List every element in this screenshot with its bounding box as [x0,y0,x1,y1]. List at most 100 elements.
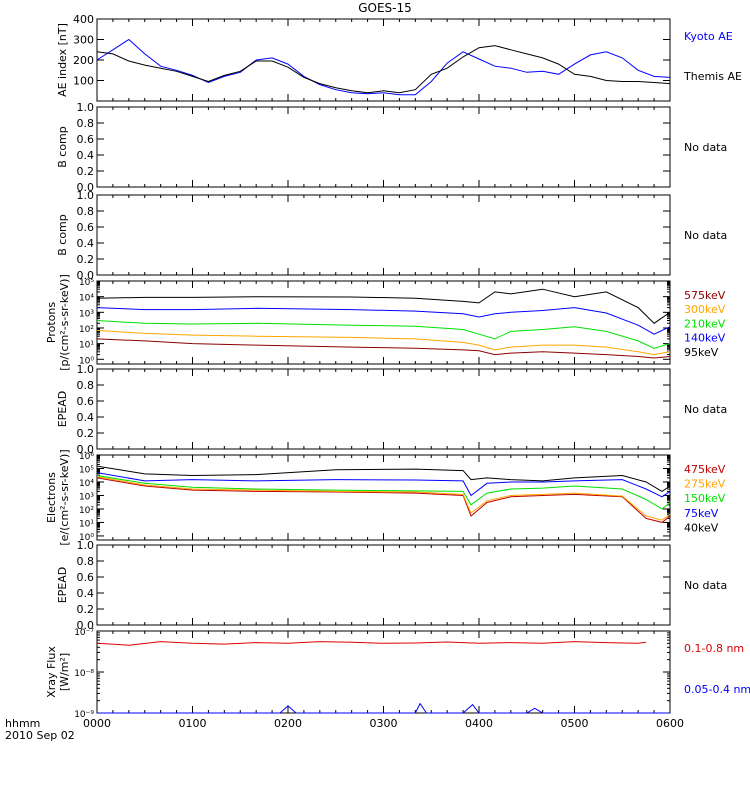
y-tick-label: 10⁴ [79,479,94,489]
legend-label: 75keV [684,507,719,520]
legend-label: 0.1-0.8 nm [684,642,744,655]
series-line-0-1-0-8-nm [96,641,647,646]
y-axis-label: AE index [nT] [56,23,69,97]
y-tick-label: 0.8 [77,117,95,130]
y-axis-label-units: [e/(cm²-s-sr-keV)] [58,449,71,545]
series-line-themis-ae [96,45,671,94]
y-tick-label: 0.6 [77,571,95,584]
legend-label: 475keV [684,463,726,476]
y-tick-label: 1.0 [77,101,95,114]
y-tick-label: 0.2 [77,165,95,178]
y-axis-label: B comp [56,214,69,256]
y-tick-label: 0.0 [77,269,95,282]
x-tick-label: 0300 [370,717,398,730]
panel-frame-bcomp2 [96,194,671,276]
y-tick-label: 10¹ [79,341,94,351]
y-tick-label: 0.6 [77,395,95,408]
y-tick-label: 1.0 [77,363,95,376]
series-line-0-05-0-4-nm [97,702,670,714]
y-tick-label: 0.6 [77,221,95,234]
panel-frame-electrons [96,454,671,541]
y-tick-label: 10⁰ [79,533,94,543]
y-tick-label: 10⁶ [79,452,94,462]
series-line-kyoto-ae [96,38,671,96]
y-tick-label: 0.0 [77,443,95,456]
y-axis-label-units: [p/(cm²-s-sr-keV)] [58,274,71,371]
y-tick-label: 10¹ [79,519,94,529]
series-line-275kev [96,476,671,521]
legend-label: Themis AE [683,70,742,83]
y-tick-label: 0.0 [77,181,95,194]
time-label-date: 2010 Sep 02 [5,729,75,742]
panel-frame-epead2 [96,544,671,626]
y-tick-label: 10³ [79,492,94,502]
legend-label: 140keV [684,332,726,345]
y-axis-label: Xray Flux [45,646,58,698]
legend-label: 300keV [684,303,726,316]
panel-status: No data [684,579,727,592]
y-tick-label: 0.4 [77,149,95,162]
y-tick-label: 10⁻⁸ [74,669,94,679]
y-tick-label: 0.8 [77,555,95,568]
y-tick-label: 0.2 [77,253,95,266]
y-tick-label: 0.4 [77,587,95,600]
y-axis-label: B comp [56,126,69,168]
y-tick-label: 100 [73,75,94,88]
y-tick-label: 10⁻⁷ [74,628,94,638]
y-axis-label: EPEAD [56,567,69,604]
panel-status: No data [684,229,727,242]
y-tick-label: 10² [79,506,94,516]
series-line-210kev [96,320,671,349]
x-tick-label: 0000 [83,717,111,730]
y-tick-label: 10⁰ [79,356,94,366]
y-tick-label: 0.2 [77,603,95,616]
series-line-300kev [96,329,671,356]
time-label-hhmm: hhmm [5,717,40,730]
y-tick-label: 1.0 [77,539,95,552]
panel-frame-protons [96,280,671,365]
series-line-75kev [96,472,671,498]
y-tick-label: 400 [73,13,94,26]
y-tick-label: 0.0 [77,619,95,632]
x-tick-label: 0200 [274,717,302,730]
y-tick-label: 10⁻⁹ [74,710,94,720]
y-tick-label: 0.6 [77,133,95,146]
x-tick-label: 0100 [179,717,207,730]
y-tick-label: 10⁵ [79,278,94,288]
legend-label: 275keV [684,478,726,491]
x-tick-label: 0600 [656,717,684,730]
series-line-40kev [96,465,671,492]
legend-label: 150keV [684,492,726,505]
series-line-95kev [96,288,671,324]
y-tick-label: 0.4 [77,237,95,250]
legend-label: 210keV [684,317,726,330]
y-tick-label: 10² [79,325,94,335]
y-tick-label: 10⁴ [79,294,94,304]
plot-title: GOES-15 [358,1,412,15]
panel-frame-epead1 [96,368,671,450]
series-line-150kev [96,475,671,510]
y-tick-label: 200 [73,54,94,67]
y-tick-label: 0.2 [77,427,95,440]
y-tick-label: 10⁵ [79,465,94,475]
y-tick-label: 1.0 [77,189,95,202]
panel-status: No data [684,141,727,154]
panels: 100 200 300 400 AE index [nT] Kyoto AE Themis … [45,13,750,730]
legend-label: 95keV [684,346,719,359]
series-line-475kev [96,477,671,523]
y-tick-label: 0.8 [77,205,95,218]
x-tick-label: 0400 [465,717,493,730]
y-axis-label: EPEAD [56,391,69,428]
y-tick-label: 0.4 [77,411,95,424]
y-axis-label-units: [W/m²] [58,653,71,691]
legend-label: 0.05-0.4 nm [684,683,750,696]
legend-label: Kyoto AE [684,30,733,43]
panel-frame-ae [96,18,671,102]
y-tick-label: 300 [73,34,94,47]
legend-label: 40keV [684,521,719,534]
y-tick-label: 0.8 [77,379,95,392]
y-tick-label: 10³ [79,309,94,319]
y-axis-label: Electrons [45,472,58,523]
series-line-575kev [96,338,671,359]
